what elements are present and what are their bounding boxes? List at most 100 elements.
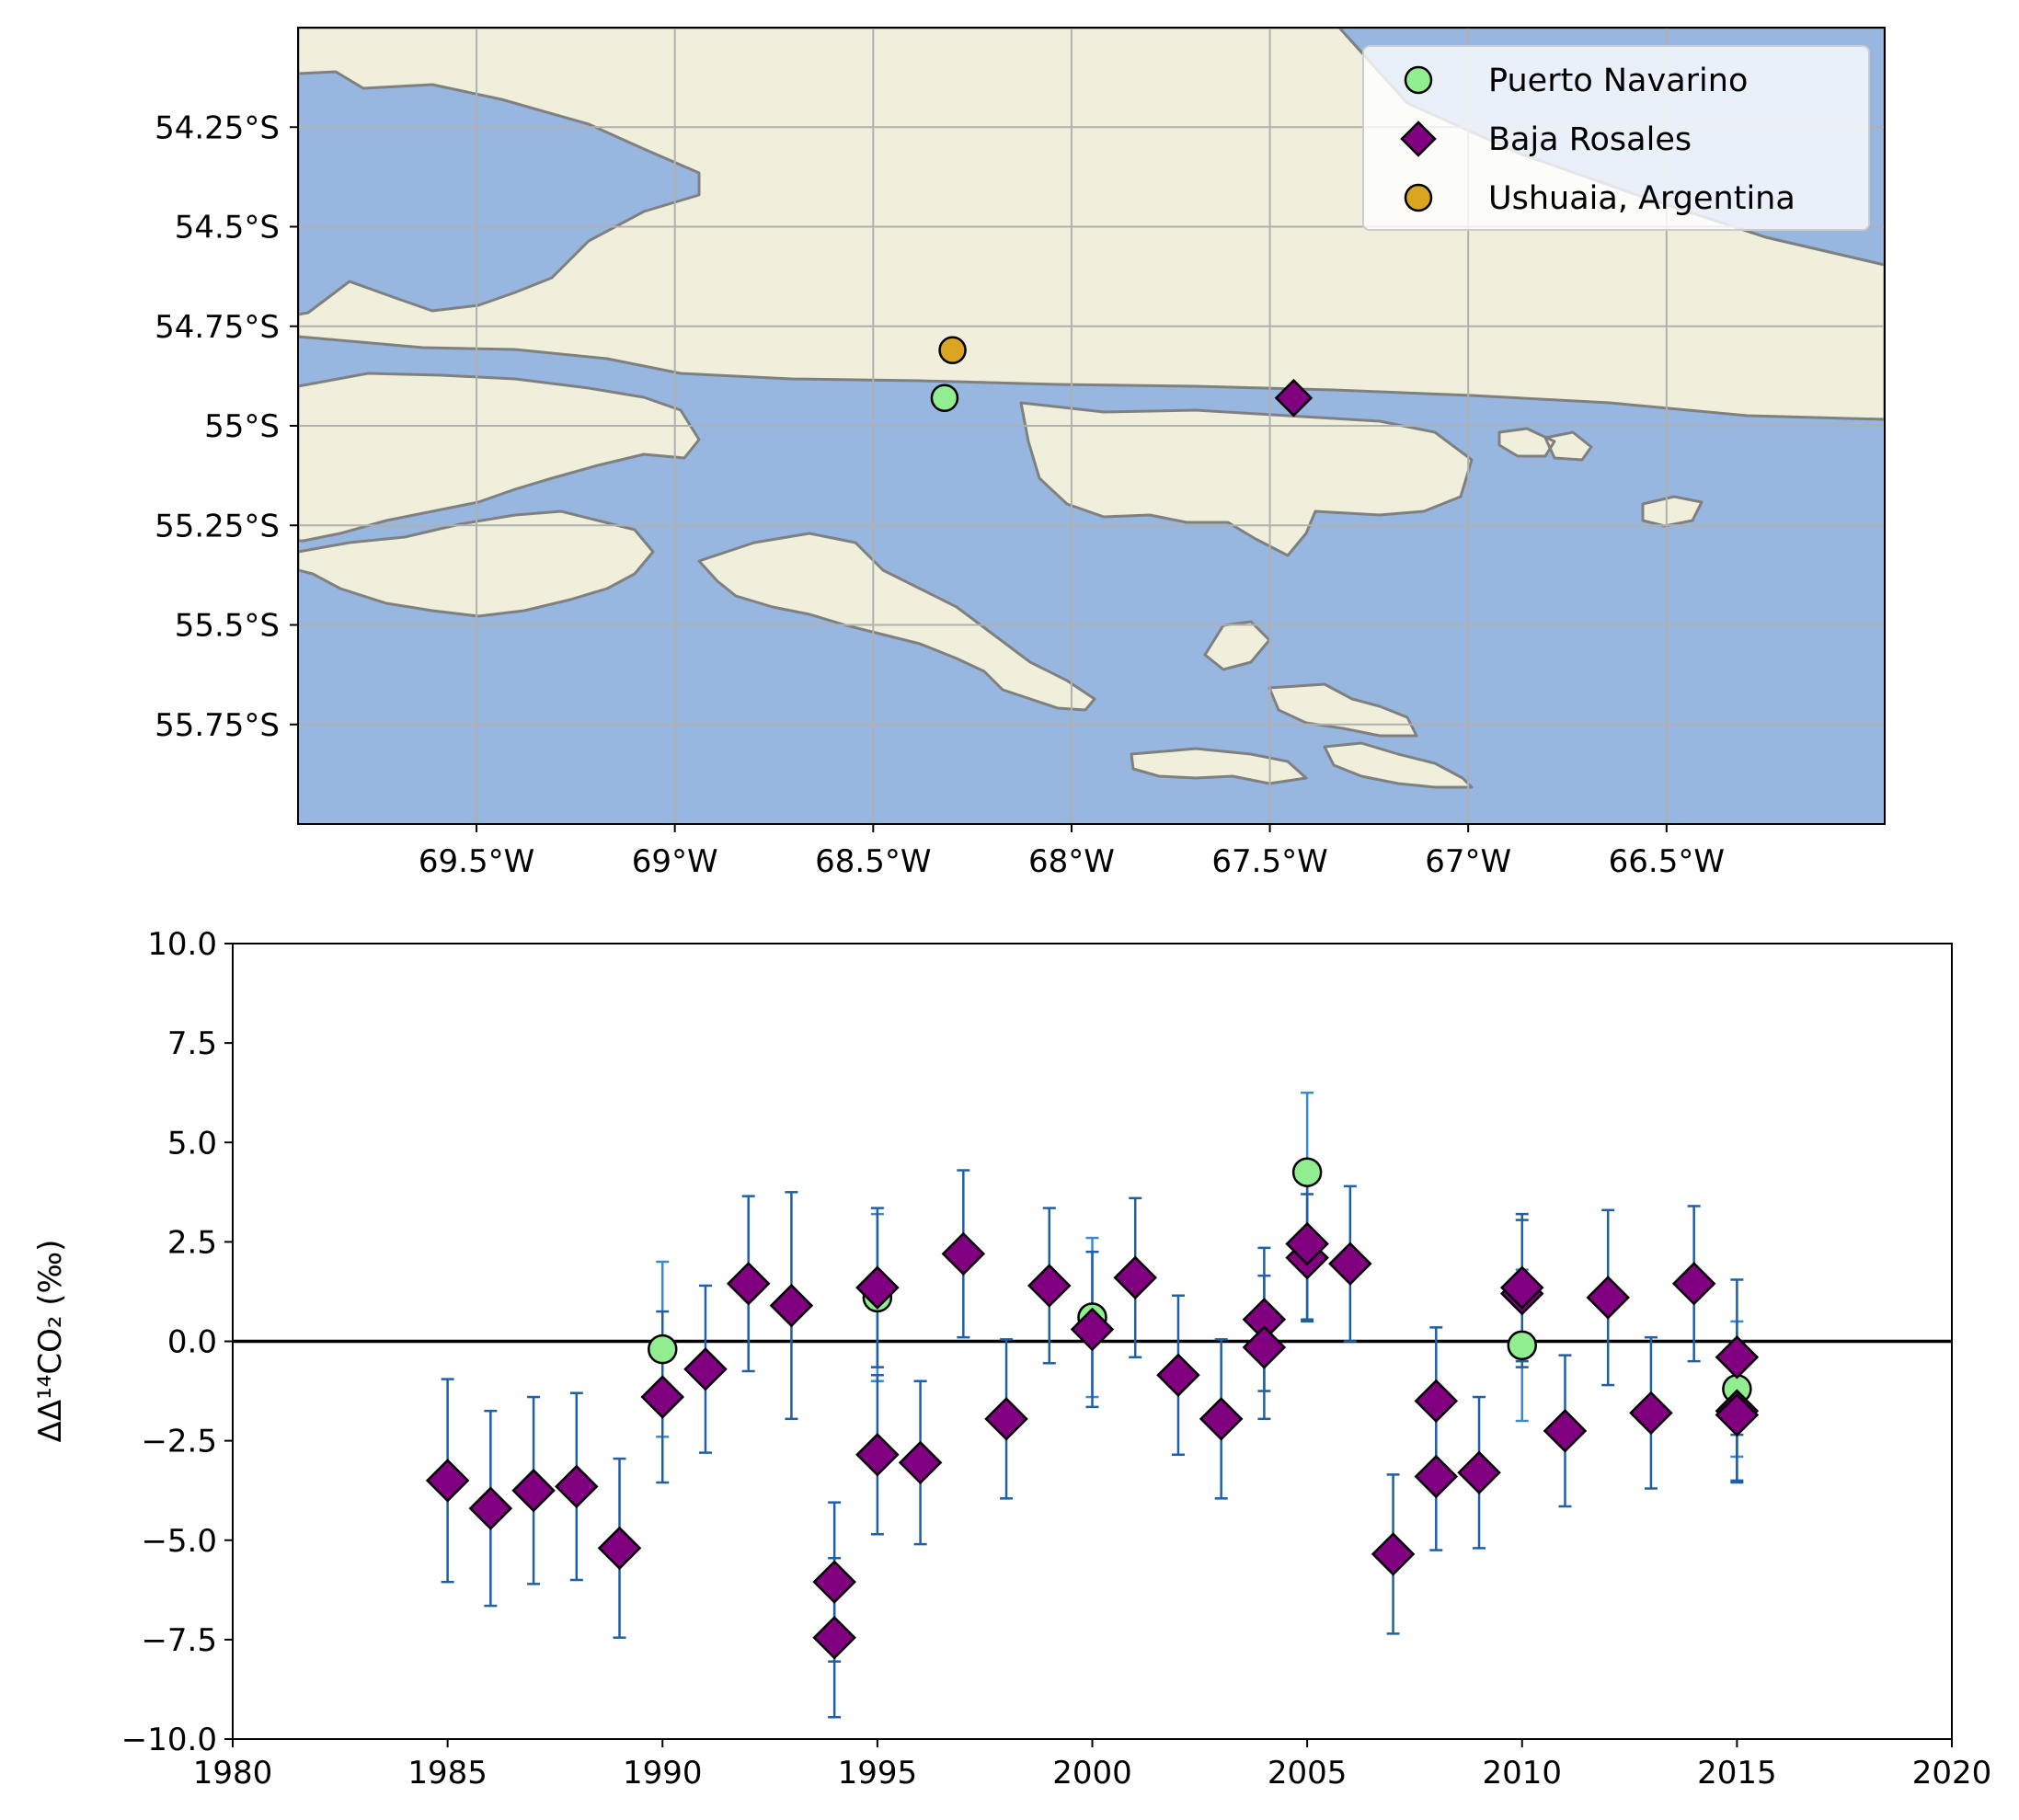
point-baja-rosales xyxy=(898,1440,943,1485)
legend-marker-diamond-purple xyxy=(1400,120,1437,157)
point-baja-rosales xyxy=(1586,1276,1630,1320)
y-tick-label: 7.5 xyxy=(167,1025,217,1062)
map-x-tick-label: 66.5°W xyxy=(1609,843,1725,880)
map-x-tick-label: 68°W xyxy=(1028,843,1115,880)
point-baja-rosales xyxy=(640,1375,685,1419)
point-baja-rosales xyxy=(597,1526,642,1571)
point-baja-rosales xyxy=(941,1231,986,1276)
legend-label-puerto-navarino: Puerto Navarino xyxy=(1488,63,1748,99)
x-tick-label: 1995 xyxy=(838,1755,918,1791)
map-x-tick-label: 67.5°W xyxy=(1211,843,1327,880)
legend-label-baja-rosales: Baja Rosales xyxy=(1488,121,1692,158)
y-tick-label: 5.0 xyxy=(167,1125,217,1162)
x-axis-ticks: 1980 1985 1990 1995 2000 2005 2010 2015 2020 xyxy=(193,1739,1992,1791)
map-y-tick-label: 55.25°S xyxy=(155,508,280,544)
x-tick-label: 2005 xyxy=(1268,1755,1348,1791)
point-baja-rosales xyxy=(769,1283,814,1328)
point-puerto-navarino xyxy=(1291,1157,1323,1187)
x-tick-label: 1990 xyxy=(623,1755,703,1791)
point-baja-rosales xyxy=(468,1486,513,1530)
map-legend: Puerto Navarino Baja Rosales Ushuaia, Ar… xyxy=(1362,45,1870,231)
legend-item-ushuaia: Ushuaia, Argentina xyxy=(1404,180,1795,217)
y-tick-label: −7.5 xyxy=(141,1622,217,1659)
land-peninsula-central xyxy=(697,532,1096,712)
point-baja-rosales xyxy=(511,1468,556,1513)
map-y-tick-label: 55.75°S xyxy=(155,707,280,744)
map-site-marker-ushuaia-argentina xyxy=(938,336,967,364)
point-baja-rosales xyxy=(1027,1264,1072,1308)
point-baja-rosales xyxy=(855,1265,900,1310)
y-tick-label: 10.0 xyxy=(147,926,217,963)
map-sites xyxy=(930,336,1313,418)
point-baja-rosales xyxy=(1414,1454,1459,1499)
land-hoste-south xyxy=(298,509,655,618)
point-baja-rosales xyxy=(683,1347,728,1391)
point-baja-rosales xyxy=(1457,1450,1501,1494)
point-baja-rosales xyxy=(812,1615,856,1660)
land-hoste-north xyxy=(298,372,701,543)
point-baja-rosales xyxy=(984,1397,1028,1441)
map-x-tick-label: 69°W xyxy=(632,843,718,880)
map-y-ticks: 54.25°S 54.5°S 54.75°S 55°S 55.25°S 55.5°S 55.… xyxy=(155,109,298,744)
point-baja-rosales xyxy=(1199,1397,1244,1441)
point-baja-rosales xyxy=(1328,1242,1372,1286)
legend-marker-circle-gold xyxy=(1404,183,1433,212)
point-baja-rosales xyxy=(726,1262,771,1306)
point-baja-rosales xyxy=(1113,1255,1157,1300)
map-x-ticks: 69.5°W 69°W 68.5°W 68°W 67.5°W 67°W 66.5°W xyxy=(419,824,1725,880)
point-puerto-navarino xyxy=(648,1334,678,1365)
point-baja-rosales xyxy=(555,1464,599,1509)
y-tick-label: −5.0 xyxy=(141,1523,217,1560)
legend-item-baja-rosales: Baja Rosales xyxy=(1400,120,1692,158)
point-baja-rosales xyxy=(1715,1335,1760,1379)
map-site-marker-baja-rosales xyxy=(1274,378,1313,418)
map-x-tick-label: 69.5°W xyxy=(419,843,534,880)
y-tick-label: −2.5 xyxy=(141,1424,217,1460)
point-baja-rosales xyxy=(1629,1391,1673,1436)
point-baja-rosales xyxy=(1671,1262,1716,1306)
y-axis-label: ΔΔ¹⁴CO₂ (‰) xyxy=(32,1240,69,1443)
legend-label-ushuaia: Ushuaia, Argentina xyxy=(1488,180,1795,217)
x-tick-label: 2020 xyxy=(1912,1755,1992,1791)
x-tick-label: 2015 xyxy=(1697,1755,1777,1791)
map-y-tick-label: 54.75°S xyxy=(155,309,280,346)
map-land xyxy=(298,28,1885,789)
point-baja-rosales xyxy=(1499,1265,1544,1310)
point-baja-rosales xyxy=(425,1459,470,1503)
legend-item-puerto-navarino: Puerto Navarino xyxy=(1404,63,1748,99)
map-y-tick-label: 55°S xyxy=(204,408,280,445)
map-y-tick-label: 55.5°S xyxy=(175,608,280,645)
point-baja-rosales xyxy=(812,1560,856,1604)
land-island-east xyxy=(1497,427,1704,528)
y-axis-ticks: −10.0 −7.5 −5.0 −2.5 0.0 2.5 5.0 7.5 10.0 xyxy=(121,926,233,1758)
y-tick-label: 2.5 xyxy=(167,1224,217,1261)
x-tick-label: 1980 xyxy=(193,1755,273,1791)
data-points xyxy=(425,1157,1760,1660)
point-baja-rosales xyxy=(1156,1353,1200,1398)
map-site-marker-puerto-navarino xyxy=(930,383,959,412)
legend-box xyxy=(1362,45,1870,231)
point-baja-rosales xyxy=(855,1432,900,1477)
point-baja-rosales xyxy=(1242,1325,1287,1369)
point-baja-rosales xyxy=(1371,1532,1416,1576)
y-tick-label: −10.0 xyxy=(121,1722,217,1758)
map-x-tick-label: 67°W xyxy=(1425,843,1511,880)
map-y-tick-label: 54.5°S xyxy=(175,210,280,246)
x-tick-label: 1985 xyxy=(407,1755,488,1791)
x-tick-label: 2000 xyxy=(1052,1755,1132,1791)
point-baja-rosales xyxy=(1543,1409,1588,1453)
x-tick-label: 2010 xyxy=(1482,1755,1562,1791)
map-x-tick-label: 68.5°W xyxy=(815,843,931,880)
point-baja-rosales xyxy=(1715,1392,1760,1437)
legend-marker-circle-green xyxy=(1404,65,1433,95)
map-panel: 69.5°W 69°W 68.5°W 68°W 67.5°W 67°W 66.5°W 54.… xyxy=(155,27,1886,880)
scatter-panel: 1980 1985 1990 1995 2000 2005 2010 2015 2020 −10… xyxy=(32,926,1991,1791)
point-baja-rosales xyxy=(1070,1307,1115,1352)
point-baja-rosales xyxy=(1285,1221,1329,1266)
point-baja-rosales xyxy=(1414,1379,1459,1424)
y-tick-label: 0.0 xyxy=(167,1324,217,1361)
land-navarino-island xyxy=(1019,401,1474,557)
point-puerto-navarino xyxy=(1507,1330,1537,1361)
map-y-tick-label: 54.25°S xyxy=(155,109,280,146)
